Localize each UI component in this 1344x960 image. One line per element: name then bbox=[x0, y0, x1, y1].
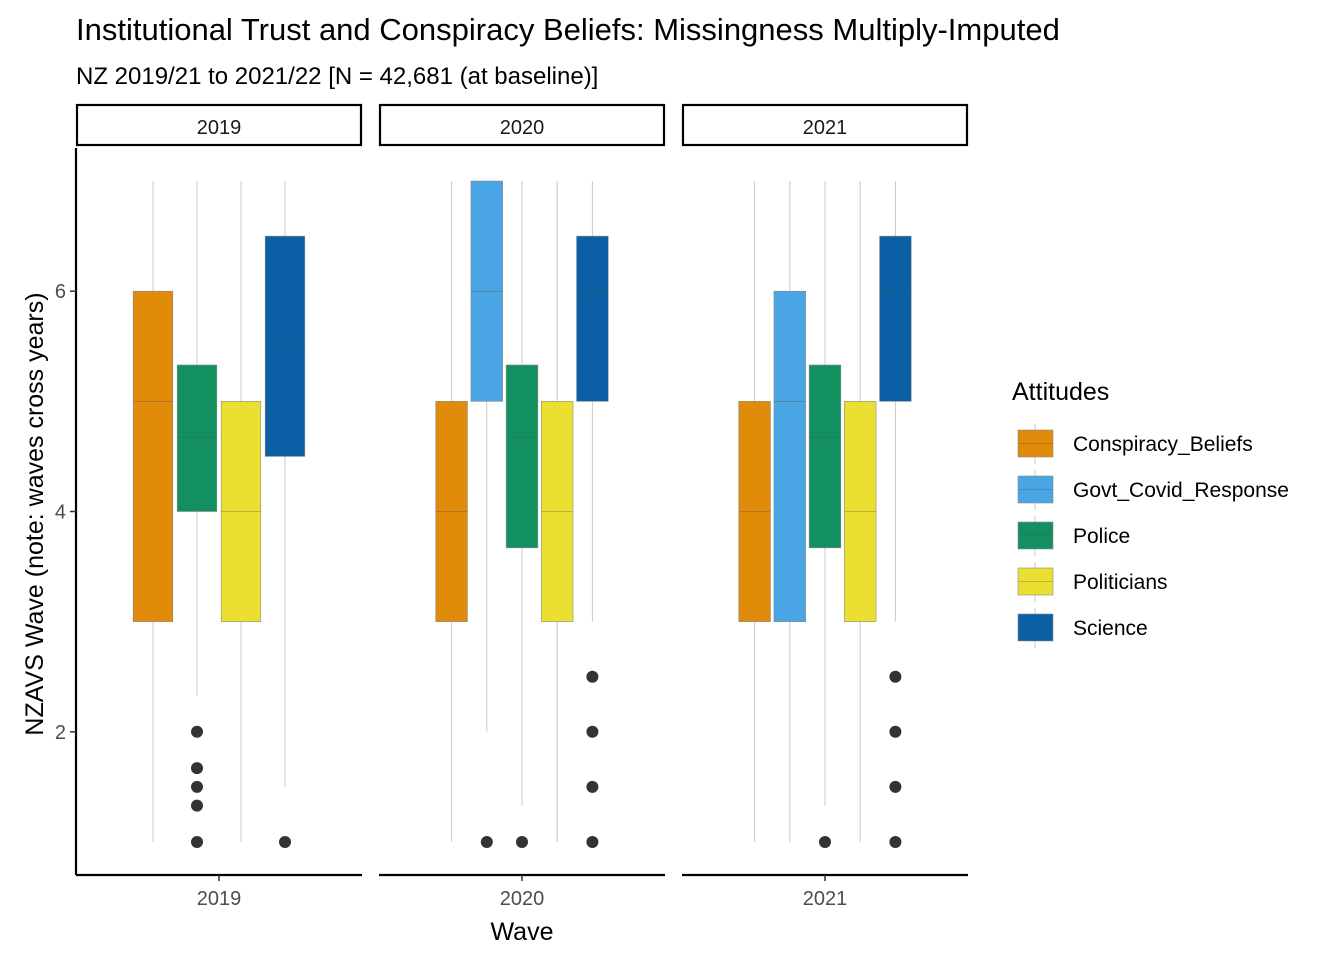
outlier-point bbox=[889, 725, 902, 738]
facet-strip bbox=[75, 103, 363, 147]
legend: Attitudes Conspiracy_Beliefs Govt_Covid_R… bbox=[1012, 378, 1289, 648]
chart-subtitle: NZ 2019/21 to 2021/22 [N = 42,681 (at ba… bbox=[76, 63, 598, 90]
outlier-point bbox=[279, 835, 291, 848]
box-body bbox=[576, 235, 609, 402]
outlier-point bbox=[889, 835, 902, 848]
outlier-point bbox=[819, 835, 831, 848]
box-politicians bbox=[844, 181, 877, 842]
legend-item: Politicians bbox=[1017, 562, 1168, 602]
box-science bbox=[576, 181, 609, 848]
box-politicians bbox=[220, 181, 262, 842]
box-conspiracy-beliefs bbox=[435, 181, 468, 842]
outlier-point bbox=[586, 725, 599, 738]
outlier-point bbox=[586, 835, 599, 848]
box-police bbox=[808, 181, 842, 848]
facet-panel: 2021 2021 bbox=[681, 103, 969, 910]
box-body bbox=[132, 290, 174, 622]
y-tick-label: 6 bbox=[55, 281, 66, 303]
legend-label: Science bbox=[1073, 617, 1148, 640]
legend-label: Police bbox=[1073, 525, 1130, 548]
box-body bbox=[505, 364, 539, 549]
facet-strip-label: 2021 bbox=[803, 117, 848, 139]
legend-item: Police bbox=[1017, 516, 1130, 556]
facet-strip-label: 2019 bbox=[197, 117, 242, 139]
legend-item: Govt_Covid_Response bbox=[1017, 470, 1289, 510]
y-tick-label: 4 bbox=[55, 502, 66, 524]
outlier-point bbox=[191, 762, 203, 775]
x-tick-label: 2019 bbox=[197, 888, 242, 910]
legend-label: Govt_Covid_Response bbox=[1073, 479, 1289, 502]
box-govt-covid-response bbox=[470, 180, 503, 848]
outlier-point bbox=[586, 670, 599, 683]
outlier-point bbox=[191, 780, 203, 793]
facet-panel: 2019 2019 bbox=[75, 103, 363, 910]
legend-label: Politicians bbox=[1073, 571, 1168, 594]
facet-panel: 2020 2020 bbox=[378, 103, 666, 910]
y-tick-label: 2 bbox=[55, 722, 66, 744]
outlier-point bbox=[191, 799, 203, 812]
box-police bbox=[176, 181, 218, 848]
outlier-point bbox=[480, 835, 493, 848]
box-science bbox=[879, 181, 912, 848]
box-conspiracy-beliefs bbox=[738, 181, 771, 842]
outlier-point bbox=[586, 780, 599, 793]
facet-strip-label: 2020 bbox=[500, 117, 545, 139]
x-axis-label: Wave bbox=[491, 918, 554, 946]
facet-panels: 2019 2019 2020 2020 2021 2021 2 4 6 bbox=[55, 103, 969, 910]
legend-label: Conspiracy_Beliefs bbox=[1073, 433, 1253, 456]
box-body bbox=[879, 235, 912, 402]
outlier-point bbox=[191, 835, 203, 848]
outlier-point bbox=[516, 835, 528, 848]
outlier-point bbox=[191, 725, 203, 738]
box-body bbox=[773, 290, 806, 622]
y-axis-label: NZAVS Wave (note: waves cross years) bbox=[21, 292, 49, 735]
box-police bbox=[505, 181, 539, 848]
chart-title: Institutional Trust and Conspiracy Belie… bbox=[76, 12, 1060, 47]
legend-item: Conspiracy_Beliefs bbox=[1017, 424, 1253, 464]
outlier-point bbox=[889, 780, 902, 793]
box-body bbox=[808, 364, 842, 549]
box-body bbox=[176, 364, 218, 512]
x-tick-label: 2020 bbox=[500, 888, 545, 910]
y-axis: 2 4 6 bbox=[55, 148, 78, 875]
box-science bbox=[264, 181, 306, 848]
box-politicians bbox=[541, 181, 574, 842]
facet-strip bbox=[378, 103, 666, 147]
outlier-point bbox=[889, 670, 902, 683]
box-govt-covid-response bbox=[773, 181, 806, 842]
box-conspiracy-beliefs bbox=[132, 181, 174, 842]
x-tick-label: 2021 bbox=[803, 888, 848, 910]
facet-strip bbox=[681, 103, 969, 147]
legend-item: Science bbox=[1017, 608, 1148, 648]
legend-title: Attitudes bbox=[1012, 378, 1109, 406]
